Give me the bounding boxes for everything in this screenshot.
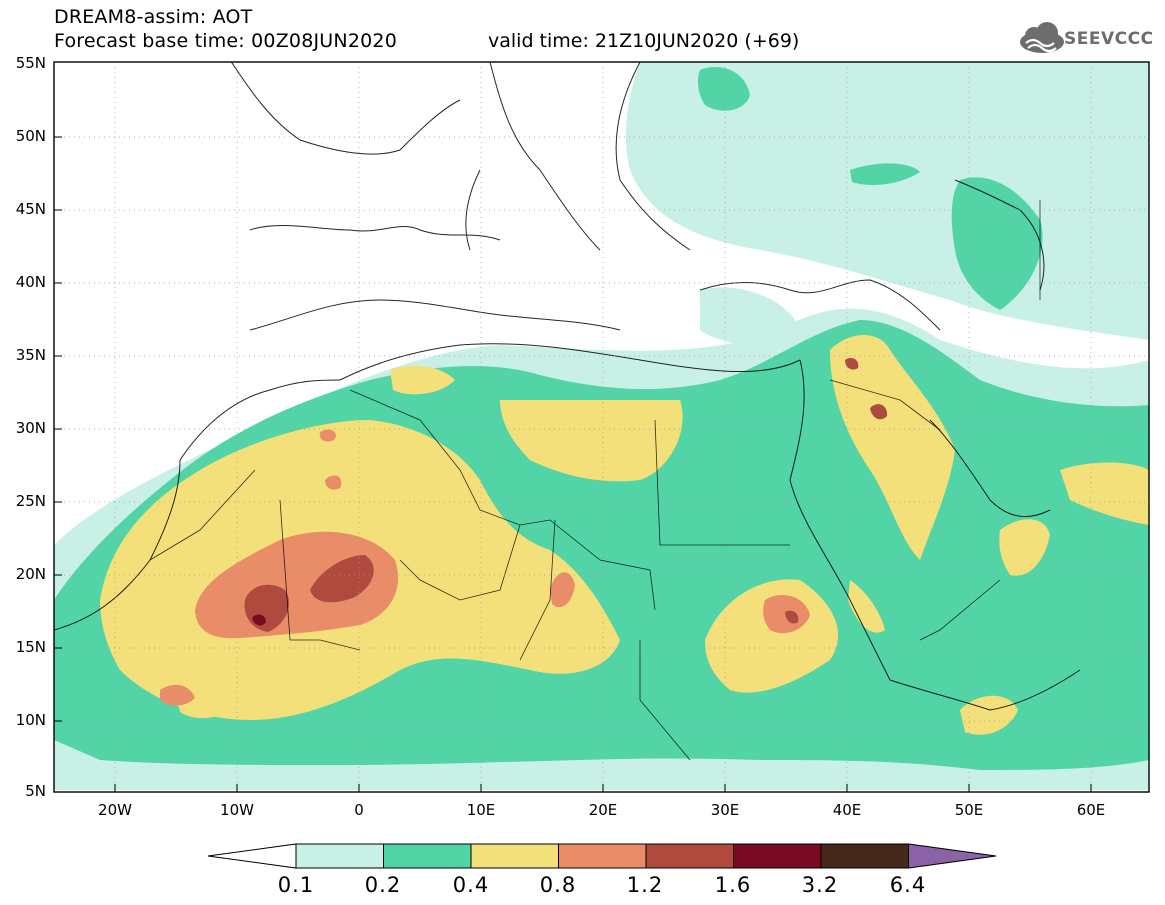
- lat-tick: 25N: [15, 492, 46, 510]
- lat-tick: 5N: [25, 782, 46, 800]
- colorbar-box: [820, 843, 909, 869]
- lat-tick: 50N: [15, 127, 46, 145]
- colorbar-box: [383, 843, 472, 869]
- lat-tick: 55N: [15, 54, 46, 72]
- lat-tick: 20N: [15, 565, 46, 583]
- colorbar-box: [733, 843, 822, 869]
- colorbar-label: 0.1: [277, 873, 315, 897]
- colorbar-label: 3.2: [801, 873, 839, 897]
- lat-tick: 30N: [15, 419, 46, 437]
- colorbar-box: [645, 843, 734, 869]
- tick-marks: [54, 136, 1092, 792]
- colorbar-label: 1.6: [714, 873, 752, 897]
- lon-tick: 10W: [220, 801, 254, 819]
- lon-tick: 40E: [832, 801, 862, 819]
- colorbar-label: 0.2: [364, 873, 402, 897]
- plot-frame: [53, 61, 1150, 793]
- colorbar-label: 0.4: [452, 873, 490, 897]
- lat-tick: 40N: [15, 273, 46, 291]
- aot-level-1.6: [252, 614, 266, 626]
- lat-tick: 15N: [15, 638, 46, 656]
- logo: [1020, 22, 1064, 53]
- lon-tick: 20W: [98, 801, 132, 819]
- colorbar-arrow-low: [207, 843, 297, 869]
- lat-tick: 10N: [15, 711, 46, 729]
- colorbar-box: [295, 843, 384, 869]
- lon-tick: 30E: [710, 801, 740, 819]
- valid-time: valid time: 21Z10JUN2020 (+69): [488, 30, 800, 52]
- colorbar-box: [470, 843, 559, 869]
- colorbar-label: 6.4: [889, 873, 927, 897]
- aot-level-1.2: [244, 357, 888, 632]
- lon-tick: 60E: [1076, 801, 1106, 819]
- colorbar-label: 0.8: [539, 873, 577, 897]
- map-title: DREAM8-assim: AOT: [54, 6, 253, 28]
- lon-tick: 50E: [954, 801, 984, 819]
- logo-text: SEEVCCC: [1064, 29, 1154, 49]
- forecast-base-time: Forecast base time: 00Z08JUN2020: [54, 30, 397, 52]
- cloud-icon: [1020, 22, 1064, 53]
- aot-contours: [54, 62, 1149, 790]
- coastlines: [54, 62, 1081, 711]
- lat-tick: 35N: [15, 346, 46, 364]
- lon-tick: 10E: [466, 801, 496, 819]
- colorbar-box: [558, 843, 647, 869]
- lon-tick: 20E: [588, 801, 618, 819]
- lat-tick: 45N: [15, 200, 46, 218]
- colorbar-label: 1.2: [626, 873, 664, 897]
- lon-tick: 0: [354, 801, 364, 819]
- country-borders: [149, 200, 1041, 761]
- graticule: [54, 62, 1149, 792]
- colorbar-arrow-high: [908, 843, 997, 869]
